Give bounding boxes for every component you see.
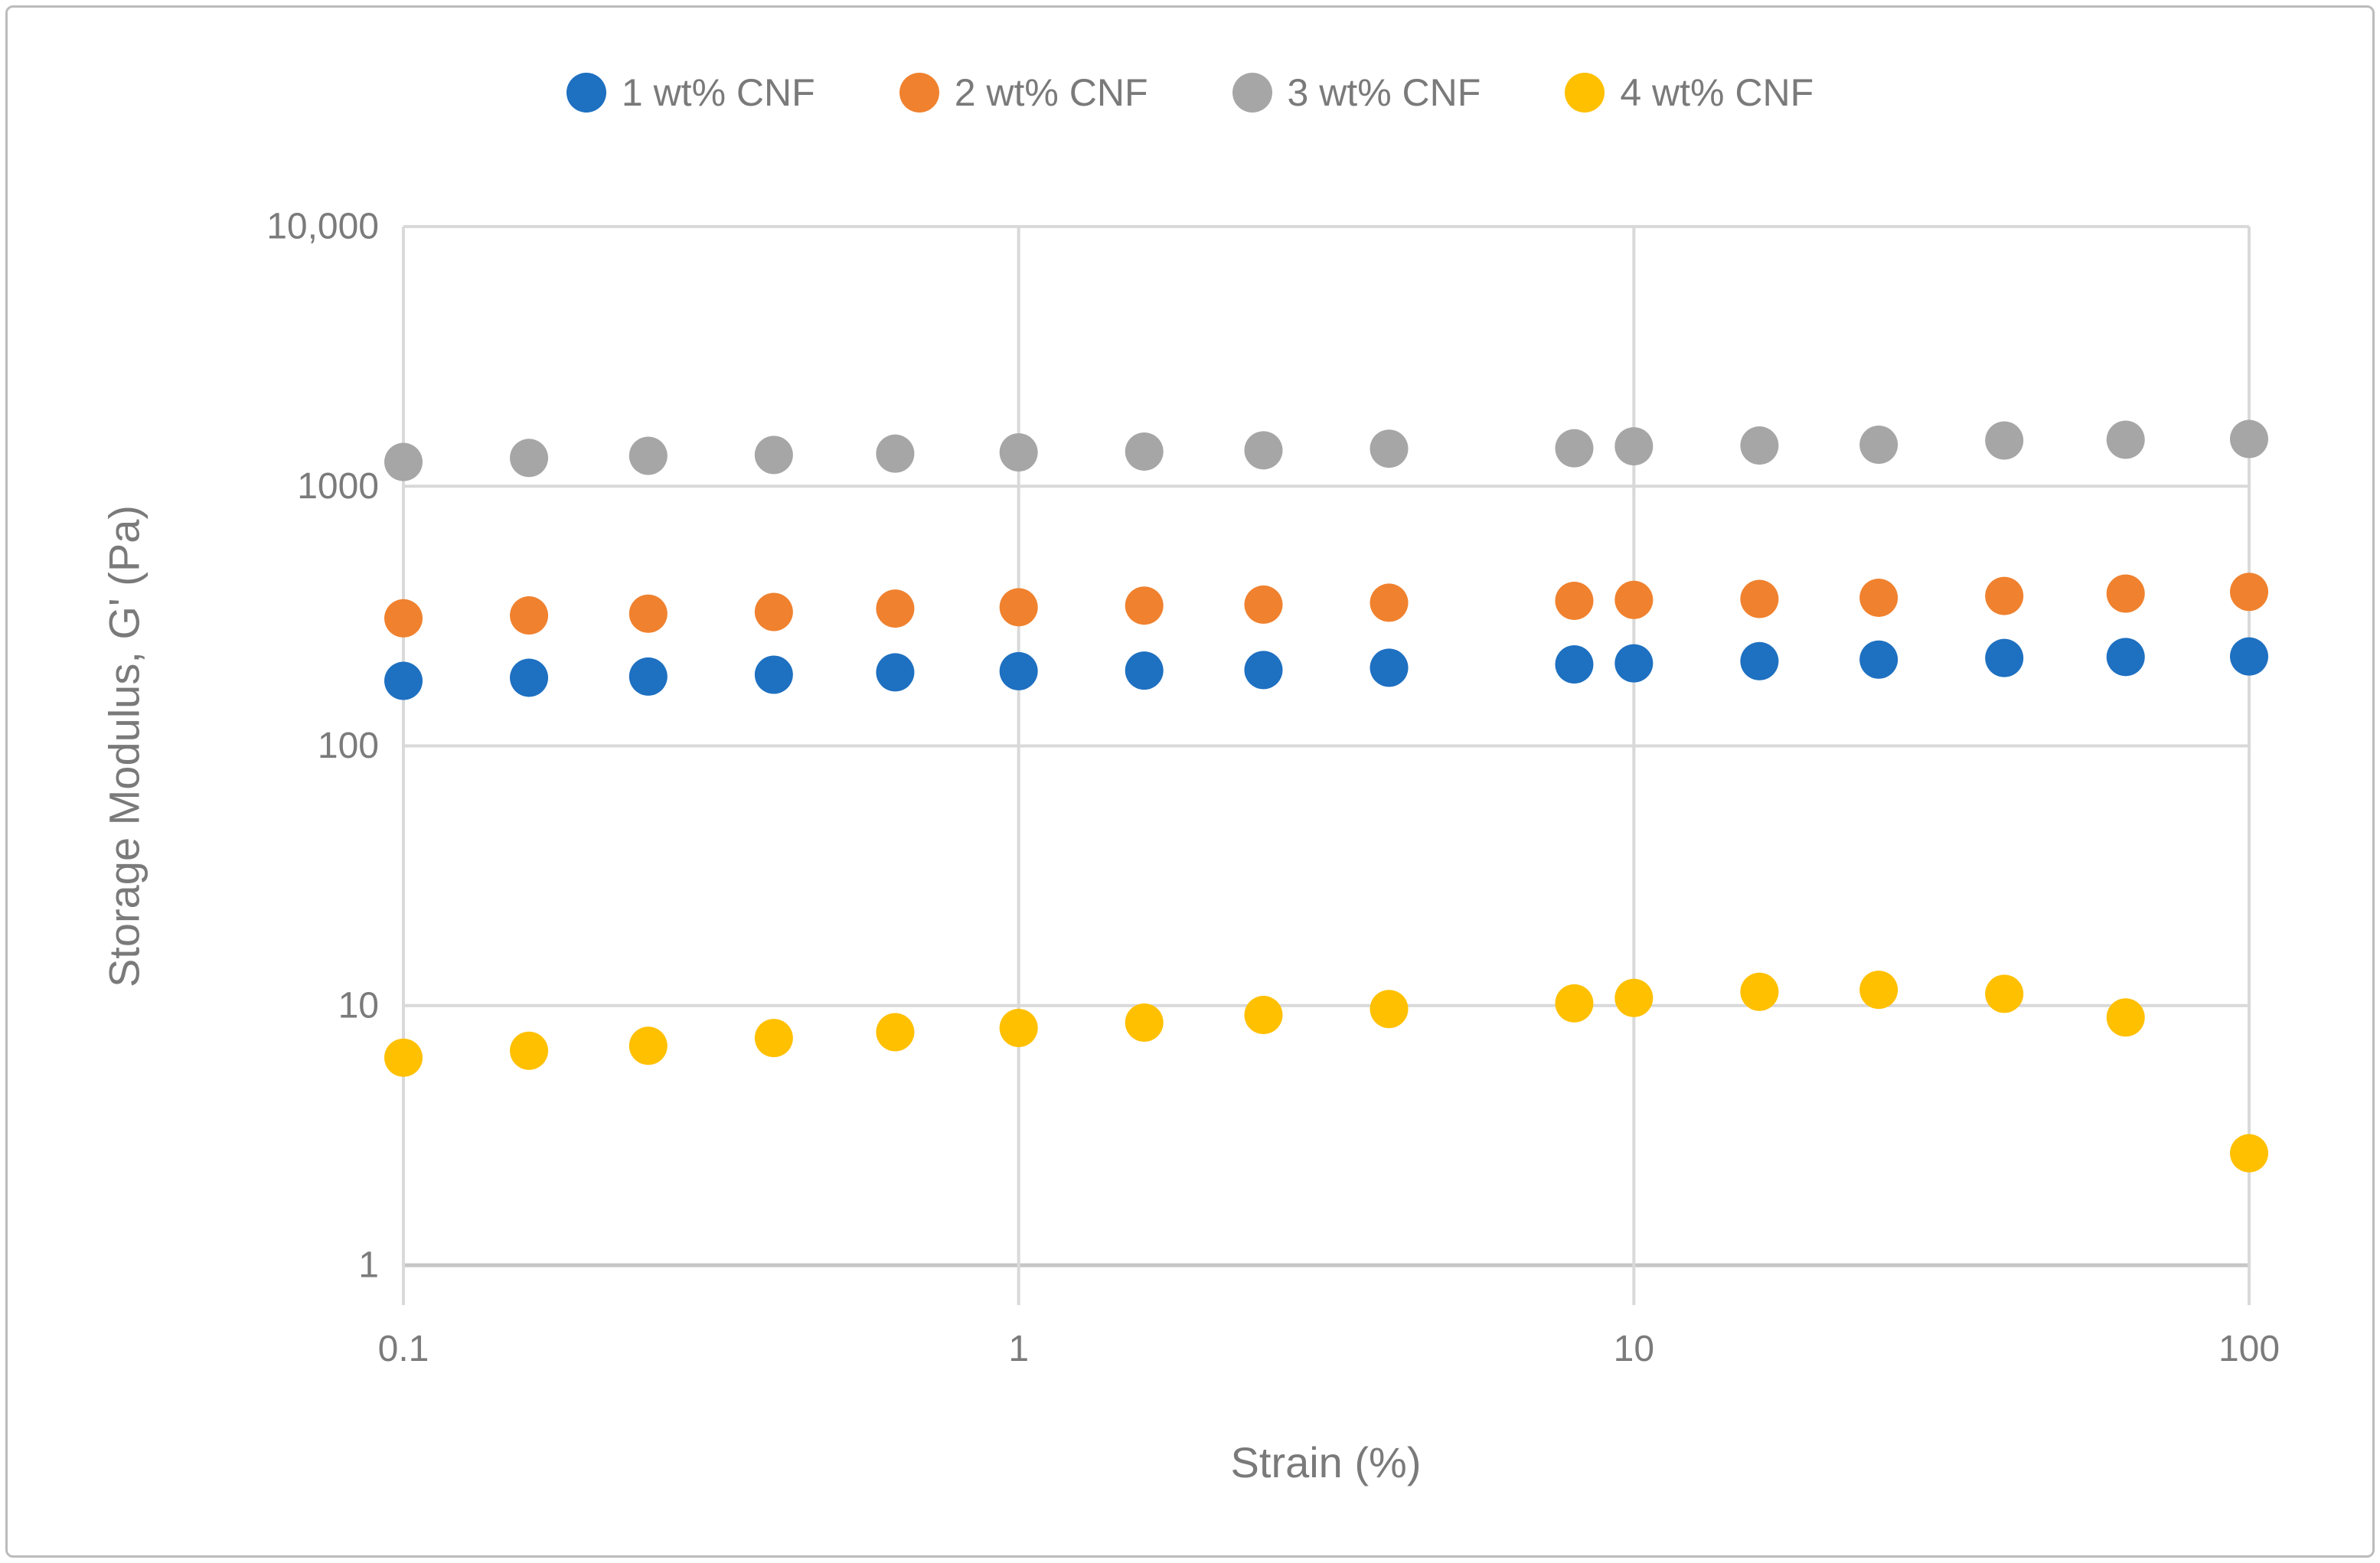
data-point-series2	[510, 596, 549, 635]
data-point-series1	[2230, 637, 2268, 676]
figure-border	[5, 5, 2375, 1558]
data-point-series2	[1125, 586, 1164, 625]
data-point-series3	[628, 436, 668, 475]
data-point-series3	[384, 442, 423, 481]
data-point-series2	[754, 592, 793, 631]
data-point-series1	[628, 657, 668, 696]
data-point-series3	[876, 434, 915, 473]
data-point-series3	[510, 439, 549, 478]
data-point-series1	[876, 653, 915, 692]
data-point-series2	[384, 599, 423, 638]
data-point-series4	[1740, 972, 1779, 1011]
data-point-series1	[1614, 644, 1654, 683]
data-point-series4	[876, 1013, 915, 1052]
x-axis-title: Strain (%)	[1230, 1438, 1422, 1486]
y-tick-label: 1000	[297, 466, 379, 507]
data-point-series3	[1370, 429, 1409, 468]
data-point-series4	[1125, 1003, 1164, 1042]
y-tick-label: 10	[338, 985, 379, 1026]
data-point-series1	[1244, 651, 1283, 690]
data-point-series2	[1555, 581, 1594, 620]
data-point-series1	[1985, 638, 2024, 677]
data-point-series1	[1859, 640, 1898, 679]
data-point-series4	[754, 1019, 793, 1058]
data-point-series2	[2230, 573, 2268, 612]
data-point-series3	[1244, 431, 1283, 470]
data-point-series4	[999, 1008, 1038, 1047]
data-point-series4	[510, 1031, 549, 1070]
data-point-series4	[384, 1038, 423, 1077]
data-point-series2	[1859, 578, 1898, 617]
data-point-series4	[2230, 1134, 2268, 1173]
data-point-series2	[628, 594, 668, 633]
data-point-series3	[1985, 421, 2024, 460]
data-point-series2	[999, 588, 1038, 627]
x-tick-label: 10	[1614, 1329, 1654, 1369]
data-point-series4	[628, 1026, 668, 1065]
data-point-series3	[754, 436, 793, 475]
data-point-series2	[1985, 576, 2024, 615]
x-tick-label: 0.1	[378, 1329, 429, 1369]
data-point-series3	[1125, 432, 1164, 471]
data-point-series3	[999, 433, 1038, 472]
data-point-series2	[2106, 574, 2145, 613]
data-point-series1	[754, 655, 793, 694]
data-point-series1	[384, 661, 423, 700]
data-point-series3	[2230, 419, 2268, 458]
data-point-series1	[1555, 645, 1594, 684]
x-tick-label: 100	[2218, 1329, 2280, 1369]
data-point-series1	[1740, 641, 1779, 680]
data-point-series1	[1125, 651, 1164, 690]
data-point-series2	[876, 589, 915, 628]
data-point-series2	[1614, 580, 1654, 619]
data-point-series4	[1370, 990, 1409, 1029]
data-point-series2	[1740, 579, 1779, 618]
y-axis-title: Storage Modulus, G' (Pa)	[100, 504, 149, 988]
data-point-series3	[1614, 427, 1654, 466]
y-tick-label: 10,000	[266, 207, 379, 247]
data-point-series3	[1859, 426, 1898, 465]
data-point-series4	[1859, 971, 1898, 1010]
data-point-series4	[1985, 974, 2024, 1013]
data-point-series4	[1614, 978, 1654, 1017]
data-point-series4	[1244, 996, 1283, 1035]
data-point-series2	[1244, 585, 1283, 624]
data-point-series1	[510, 658, 549, 697]
data-point-series1	[999, 651, 1038, 690]
data-point-series3	[1740, 426, 1779, 465]
data-point-series4	[1555, 984, 1594, 1023]
y-tick-label: 100	[318, 726, 379, 766]
data-point-series3	[2106, 420, 2145, 459]
x-tick-label: 1	[1008, 1329, 1029, 1369]
data-point-series4	[2106, 998, 2145, 1037]
data-point-series2	[1370, 583, 1409, 622]
data-point-series1	[1370, 648, 1409, 687]
data-point-series1	[2106, 638, 2145, 677]
data-point-series3	[1555, 429, 1594, 468]
y-tick-label: 1	[358, 1245, 379, 1286]
